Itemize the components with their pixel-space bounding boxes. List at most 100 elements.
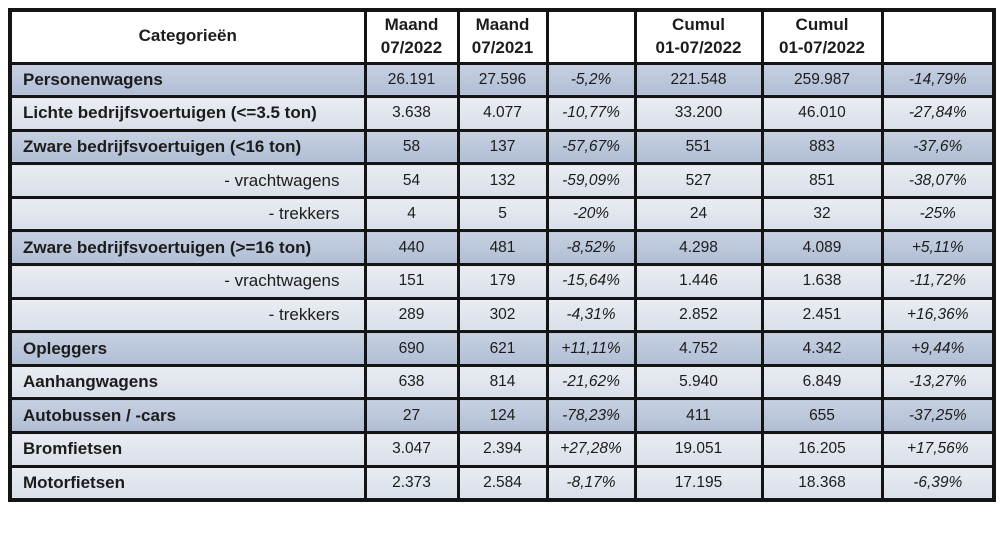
value-maand-current: 27 — [363, 397, 460, 435]
value-cumul-current: 17.195 — [633, 464, 764, 502]
value-maand-current: 4 — [363, 195, 460, 233]
value-maand-change-pct: +27,28% — [545, 431, 637, 468]
value-cumul-current: 4.298 — [633, 229, 764, 267]
value-maand-change-pct: -78,23% — [545, 397, 637, 435]
category-label: Aanhangwagens — [8, 363, 367, 401]
table-row: Aanhangwagens 638 814 -21,62% 5.940 6.84… — [8, 363, 996, 401]
value-maand-current: 638 — [363, 363, 460, 401]
category-label: - vrachtwagens — [8, 263, 367, 300]
table-row: Lichte bedrijfsvoertuigen (<=3.5 ton) 3.… — [8, 95, 996, 132]
value-maand-change-pct: -59,09% — [545, 162, 637, 199]
value-maand-current: 26.191 — [363, 61, 460, 99]
value-cumul-change-pct: -14,79% — [880, 61, 996, 99]
value-cumul-change-pct: -37,25% — [880, 397, 996, 435]
value-cumul-current: 33.200 — [633, 95, 764, 132]
category-label: Bromfietsen — [8, 431, 367, 468]
value-cumul-previous: 883 — [760, 128, 884, 166]
table-row: Autobussen / -cars 27 124 -78,23% 411 65… — [8, 397, 996, 435]
value-maand-change-pct: -8,17% — [545, 464, 637, 502]
category-label: - trekkers — [8, 195, 367, 233]
value-maand-previous: 124 — [456, 397, 549, 435]
value-maand-current: 58 — [363, 128, 460, 166]
table-row: Opleggers 690 621 +11,11% 4.752 4.342 +9… — [8, 330, 996, 367]
value-maand-previous: 621 — [456, 330, 549, 367]
value-cumul-change-pct: +9,44% — [880, 330, 996, 367]
value-maand-current: 151 — [363, 263, 460, 300]
value-maand-change-pct: -21,62% — [545, 363, 637, 401]
header-row: Categorieën Maand 07/2022 Maand 07/2021 … — [8, 8, 996, 65]
header-maand-previous: Maand 07/2021 — [456, 8, 549, 65]
table-row: - vrachtwagens 54 132 -59,09% 527 851 -3… — [8, 162, 996, 199]
value-cumul-change-pct: -13,27% — [880, 363, 996, 401]
category-label: Motorfietsen — [8, 464, 367, 502]
value-cumul-previous: 4.089 — [760, 229, 884, 267]
value-cumul-current: 4.752 — [633, 330, 764, 367]
value-cumul-previous: 851 — [760, 162, 884, 199]
value-maand-change-pct: -8,52% — [545, 229, 637, 267]
table-row: Bromfietsen 3.047 2.394 +27,28% 19.051 1… — [8, 431, 996, 468]
table-header: Categorieën Maand 07/2022 Maand 07/2021 … — [8, 8, 996, 65]
value-maand-change-pct: -5,2% — [545, 61, 637, 99]
value-maand-change-pct: +11,11% — [545, 330, 637, 367]
value-maand-current: 3.638 — [363, 95, 460, 132]
table-row: Personenwagens 26.191 27.596 -5,2% 221.5… — [8, 61, 996, 99]
category-label: Personenwagens — [8, 61, 367, 99]
category-label: Lichte bedrijfsvoertuigen (<=3.5 ton) — [8, 95, 367, 132]
value-maand-previous: 132 — [456, 162, 549, 199]
value-cumul-previous: 1.638 — [760, 263, 884, 300]
value-cumul-change-pct: -38,07% — [880, 162, 996, 199]
category-label: - vrachtwagens — [8, 162, 367, 199]
value-cumul-previous: 259.987 — [760, 61, 884, 99]
value-cumul-current: 411 — [633, 397, 764, 435]
value-maand-previous: 2.394 — [456, 431, 549, 468]
value-cumul-previous: 46.010 — [760, 95, 884, 132]
value-cumul-previous: 32 — [760, 195, 884, 233]
header-maand-change — [545, 8, 637, 65]
value-maand-current: 289 — [363, 296, 460, 334]
value-cumul-current: 551 — [633, 128, 764, 166]
header-cumul-current: Cumul 01-07/2022 — [633, 8, 764, 65]
header-categories: Categorieën — [8, 8, 367, 65]
value-cumul-previous: 16.205 — [760, 431, 884, 468]
table-row: - trekkers 4 5 -20% 24 32 -25% — [8, 195, 996, 233]
value-maand-current: 3.047 — [363, 431, 460, 468]
table-row: Zware bedrijfsvoertuigen (<16 ton) 58 13… — [8, 128, 996, 166]
value-maand-change-pct: -4,31% — [545, 296, 637, 334]
value-cumul-change-pct: -25% — [880, 195, 996, 233]
value-cumul-current: 221.548 — [633, 61, 764, 99]
value-maand-previous: 4.077 — [456, 95, 549, 132]
value-maand-change-pct: -20% — [545, 195, 637, 233]
registration-statistics-table-wrap: Categorieën Maand 07/2022 Maand 07/2021 … — [8, 8, 996, 502]
value-maand-previous: 2.584 — [456, 464, 549, 502]
category-label: Autobussen / -cars — [8, 397, 367, 435]
header-cumul-previous: Cumul 01-07/2022 — [760, 8, 884, 65]
value-maand-change-pct: -15,64% — [545, 263, 637, 300]
table-row: Zware bedrijfsvoertuigen (>=16 ton) 440 … — [8, 229, 996, 267]
value-maand-current: 2.373 — [363, 464, 460, 502]
value-maand-current: 54 — [363, 162, 460, 199]
table-body: Personenwagens 26.191 27.596 -5,2% 221.5… — [8, 61, 996, 502]
table-row: - trekkers 289 302 -4,31% 2.852 2.451 +1… — [8, 296, 996, 334]
value-maand-current: 690 — [363, 330, 460, 367]
category-label: Opleggers — [8, 330, 367, 367]
value-cumul-current: 5.940 — [633, 363, 764, 401]
category-label: Zware bedrijfsvoertuigen (<16 ton) — [8, 128, 367, 166]
value-cumul-change-pct: +16,36% — [880, 296, 996, 334]
header-cumul-change — [880, 8, 996, 65]
value-cumul-current: 24 — [633, 195, 764, 233]
value-maand-previous: 179 — [456, 263, 549, 300]
value-cumul-change-pct: -11,72% — [880, 263, 996, 300]
value-maand-current: 440 — [363, 229, 460, 267]
value-cumul-current: 1.446 — [633, 263, 764, 300]
table-row: Motorfietsen 2.373 2.584 -8,17% 17.195 1… — [8, 464, 996, 502]
value-maand-previous: 814 — [456, 363, 549, 401]
value-cumul-current: 19.051 — [633, 431, 764, 468]
value-cumul-change-pct: -27,84% — [880, 95, 996, 132]
value-maand-previous: 137 — [456, 128, 549, 166]
value-cumul-previous: 18.368 — [760, 464, 884, 502]
value-cumul-previous: 2.451 — [760, 296, 884, 334]
value-cumul-change-pct: +5,11% — [880, 229, 996, 267]
value-maand-change-pct: -10,77% — [545, 95, 637, 132]
category-label: Zware bedrijfsvoertuigen (>=16 ton) — [8, 229, 367, 267]
header-maand-current: Maand 07/2022 — [363, 8, 460, 65]
